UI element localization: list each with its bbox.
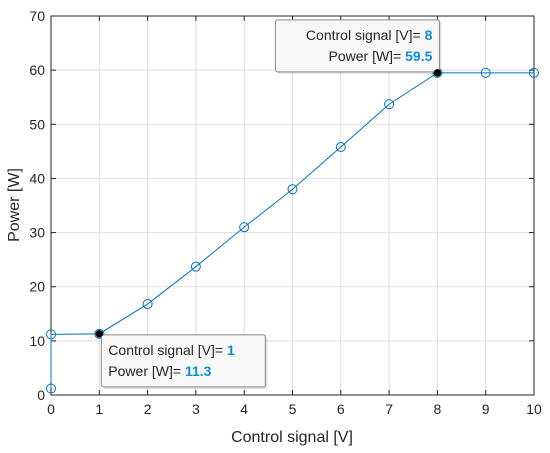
datatip-y-value: 59.5 [405, 48, 432, 64]
data-point-marker [239, 222, 250, 233]
x-tick-label: 5 [289, 401, 297, 417]
data-point-marker [287, 184, 298, 195]
datatip-y-label: Power [W]= [108, 363, 185, 379]
datatip-x-value: 1 [227, 342, 235, 358]
datatip-y-line: Power [W]= 11.3 [108, 363, 211, 379]
data-point-marker [190, 261, 201, 272]
x-axis-label: Control signal [V] [231, 429, 353, 446]
x-tick-label: 10 [526, 401, 542, 417]
datatip: Control signal [V]= 8 Power [W]= 59.5 [274, 19, 442, 77]
data-point-marker [384, 99, 395, 110]
datatip-x-line: Control signal [V]= 1 [108, 342, 235, 358]
datatip: Control signal [V]= 1 Power [W]= 11.3 [95, 330, 268, 389]
data-point-marker [46, 383, 56, 394]
datatip-x-line: Control signal [V]= 8 [306, 27, 433, 43]
x-tick-label: 2 [144, 401, 152, 417]
datatip-anchor-point [95, 330, 104, 338]
y-tick-label: 20 [29, 279, 45, 295]
datatip-box [274, 19, 440, 73]
y-tick-label: 30 [29, 225, 45, 241]
data-point-marker [529, 67, 539, 78]
x-tick-label: 6 [337, 401, 345, 417]
y-axis-label: Power [W] [6, 168, 23, 242]
data-point-marker [142, 299, 153, 310]
y-tick-label: 60 [29, 62, 45, 78]
data-point-marker [335, 142, 346, 153]
series-line [46, 67, 539, 394]
series-polyline [50, 72, 534, 389]
datatip-anchor-point [433, 69, 442, 77]
x-tick-label: 0 [47, 401, 55, 417]
datatip-box [100, 334, 266, 388]
datatip-y-value: 11.3 [185, 363, 212, 379]
datatip-x-value: 8 [425, 27, 433, 43]
x-tick-label: 4 [240, 401, 248, 417]
y-tick-label: 50 [29, 116, 45, 132]
y-tick-label: 40 [29, 170, 45, 186]
x-tick-label: 8 [434, 401, 442, 417]
x-tick-label: 7 [385, 401, 393, 417]
y-tick-label: 70 [29, 8, 45, 24]
data-point-marker [480, 67, 491, 78]
x-tick-label: 1 [95, 401, 103, 417]
axes: 0 1 2 3 4 5 6 7 8 9 10 0 10 20 30 40 50 60 70 [29, 8, 542, 417]
data-point-marker [46, 329, 56, 340]
data-point-marker [94, 328, 105, 339]
datatip-y-label: Power [W]= [329, 48, 406, 64]
datatip-y-line: Power [W]= 59.5 [329, 48, 433, 64]
x-tick-label: 3 [192, 401, 200, 417]
y-tick-label: 10 [29, 333, 45, 349]
datatip-x-label: Control signal [V]= [108, 342, 227, 358]
datatip-x-label: Control signal [V]= [306, 27, 425, 43]
x-tick-label: 9 [482, 401, 490, 417]
y-tick-label: 0 [37, 387, 45, 403]
